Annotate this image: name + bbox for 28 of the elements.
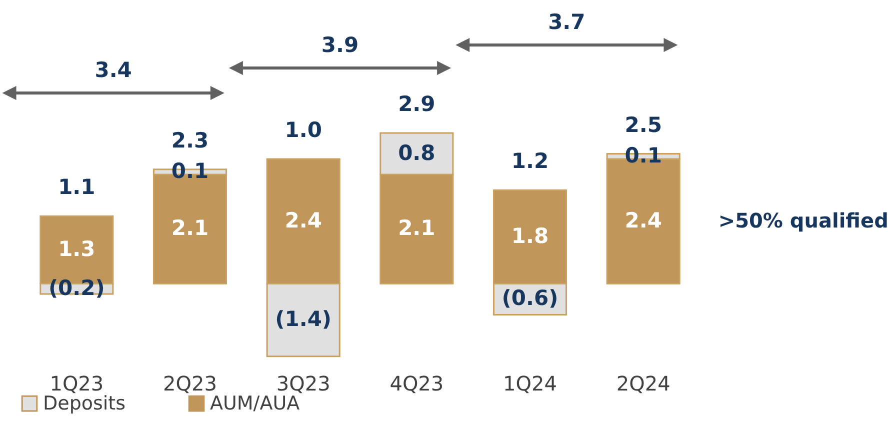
data-label: 2.1 <box>171 216 209 240</box>
text: >50% qualified <box>718 208 888 232</box>
total-label: 1.2 <box>511 149 549 174</box>
legend-label: Deposits <box>43 392 126 415</box>
data-label: 2.4 <box>624 208 662 232</box>
data-label: 0.8 <box>398 140 436 165</box>
total-label: 2.5 <box>624 112 662 137</box>
x-tick-label: 2Q23 <box>163 372 217 396</box>
x-tick-label: 3Q23 <box>276 372 330 396</box>
data-label: (1.4) <box>275 307 332 331</box>
text: 3.9 <box>321 33 359 57</box>
data-label: 2.4 <box>284 208 322 232</box>
data-label: 1.3 <box>58 236 96 261</box>
x-tick-label: 2Q24 <box>616 372 670 396</box>
data-label: 1.8 <box>511 224 549 248</box>
legend-label: AUM/AUA <box>210 392 300 415</box>
x-tick-label: 1Q23 <box>50 372 104 396</box>
data-label: 2.1 <box>398 216 436 240</box>
text: 3.4 <box>94 58 132 82</box>
total-label: 1.0 <box>284 118 322 142</box>
total-label: 2.9 <box>398 92 436 116</box>
x-tick-label: 4Q23 <box>390 372 444 396</box>
data-label: (0.6) <box>502 286 558 310</box>
text: 3.7 <box>548 10 586 34</box>
total-label: 1.1 <box>58 175 96 200</box>
x-tick-label: 1Q24 <box>503 372 557 396</box>
total-label: 2.3 <box>171 128 209 152</box>
data-label: 0.1 <box>171 158 209 183</box>
